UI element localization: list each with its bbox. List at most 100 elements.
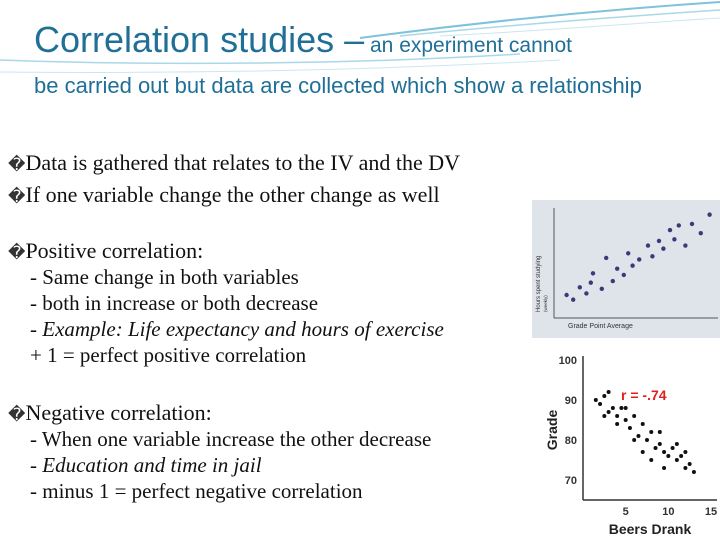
title-main: Correlation studies – bbox=[34, 19, 365, 60]
chart2-point-33 bbox=[662, 466, 667, 470]
chart2-point-14 bbox=[653, 446, 658, 450]
chart2-point-24 bbox=[632, 438, 637, 442]
positive-example: - Example: Life expectancy and hours of … bbox=[30, 317, 444, 341]
chart2-point-27 bbox=[657, 430, 662, 434]
chart2-point-28 bbox=[623, 406, 628, 410]
positive-line-1: - Same change in both variables bbox=[30, 265, 299, 289]
chart2-point-25 bbox=[640, 450, 645, 454]
chart1-point-22 bbox=[689, 221, 695, 227]
chart1-y-label: Hours spent studying bbox=[536, 256, 542, 312]
chart1-point-18 bbox=[667, 227, 673, 233]
chart1-point-15 bbox=[650, 254, 655, 259]
bullet-marker: � bbox=[8, 405, 26, 425]
title-tail: an experiment cannot bbox=[364, 34, 572, 57]
chart2-x-tick-2: 15 bbox=[705, 506, 717, 518]
chart2-point-30 bbox=[674, 442, 679, 446]
title-swoosh-decoration bbox=[0, 1, 720, 73]
chart2-point-17 bbox=[666, 454, 671, 458]
positive-line-2: - both in increase or both decrease bbox=[30, 291, 319, 315]
chart2-point-6 bbox=[619, 406, 624, 410]
chart2-point-2 bbox=[602, 394, 607, 398]
negative-example: - Education and time in jail bbox=[30, 453, 262, 477]
chart2-point-11 bbox=[640, 422, 645, 426]
chart2-point-9 bbox=[632, 414, 637, 418]
negative-line-1: - When one variable increase the other d… bbox=[30, 427, 432, 451]
chart2-y-label: Grade bbox=[544, 410, 560, 451]
chart1-background bbox=[532, 200, 720, 338]
chart2-x-tick-0: 5 bbox=[623, 506, 629, 518]
chart2-x-tick-1: 10 bbox=[662, 506, 674, 518]
bullet-marker: � bbox=[8, 155, 26, 175]
chart1-point-19 bbox=[672, 237, 677, 242]
chart1-x-label: Grade Point Average bbox=[568, 323, 633, 330]
chart1-point-2 bbox=[577, 285, 582, 290]
chart2-point-34 bbox=[602, 414, 607, 418]
chart1-point-5 bbox=[590, 271, 596, 276]
chart1-point-12 bbox=[630, 263, 635, 268]
bullet-text: Negative correlation: bbox=[25, 400, 212, 425]
bullet-text: Positive correlation: bbox=[25, 238, 204, 263]
chart1-point-9 bbox=[615, 266, 620, 271]
chart2-point-19 bbox=[674, 458, 679, 462]
chart2-point-3 bbox=[606, 410, 611, 414]
chart2-point-0 bbox=[593, 398, 598, 402]
chart2-point-15 bbox=[657, 442, 662, 446]
chart2-point-12 bbox=[645, 438, 649, 442]
chart2-background bbox=[535, 350, 720, 540]
chart1-point-23 bbox=[698, 230, 703, 236]
chart1-point-4 bbox=[588, 280, 593, 285]
chart1-point-8 bbox=[610, 278, 615, 284]
chart2-y-tick-1: 90 bbox=[565, 395, 577, 407]
chart2-point-32 bbox=[615, 422, 620, 426]
chart1-point-13 bbox=[637, 257, 642, 262]
chart2-point-1 bbox=[598, 402, 603, 406]
chart1-point-24 bbox=[707, 212, 712, 217]
chart2-point-23 bbox=[691, 470, 696, 474]
chart1-point-0 bbox=[564, 292, 569, 298]
chart2-point-22 bbox=[687, 462, 692, 466]
chart2-y-tick-0: 100 bbox=[559, 355, 577, 367]
chart2-point-26 bbox=[649, 458, 654, 462]
chart2-point-31 bbox=[683, 450, 688, 454]
chart1-y-sublabel: (weekly) bbox=[543, 295, 548, 312]
bullet-negative-heading: �Negative correlation: bbox=[8, 400, 212, 428]
chart2-point-21 bbox=[683, 466, 688, 470]
bullet-marker: � bbox=[8, 243, 26, 263]
chart2-point-5 bbox=[615, 414, 620, 418]
bullet-marker: � bbox=[8, 187, 26, 207]
chart2-point-20 bbox=[679, 454, 684, 458]
chart1-point-21 bbox=[683, 243, 688, 248]
chart2-point-18 bbox=[670, 446, 675, 450]
bullet-variable-change: �If one variable change the other change… bbox=[8, 182, 440, 210]
negative-perfect: - minus 1 = perfect negative correlation bbox=[30, 479, 363, 503]
chart2-r-annotation: r = -.74 bbox=[621, 387, 667, 403]
chart1-point-11 bbox=[626, 251, 631, 256]
bullet-text: If one variable change the other change … bbox=[25, 182, 440, 207]
chart2-y-tick-2: 80 bbox=[565, 435, 577, 447]
chart2-point-10 bbox=[636, 434, 641, 438]
positive-correlation-chart: Hours spent studying (weekly) Grade Poin… bbox=[532, 200, 720, 338]
chart1-point-16 bbox=[656, 238, 662, 244]
chart2-point-7 bbox=[623, 418, 628, 422]
chart2-point-13 bbox=[649, 430, 654, 434]
chart2-x-label: Beers Drank bbox=[609, 521, 692, 537]
chart1-point-1 bbox=[571, 297, 576, 302]
chart2-point-4 bbox=[610, 406, 615, 410]
chart1-point-10 bbox=[621, 272, 626, 278]
bullet-text: Data is gathered that relates to the IV … bbox=[25, 150, 460, 175]
title-line2: be carried out but data are collected wh… bbox=[34, 73, 642, 99]
slide-title: Correlation studies – an experiment cann… bbox=[34, 18, 714, 103]
chart2-point-29 bbox=[606, 390, 611, 394]
negative-correlation-chart: Grade Beers Drank r = -.74 100 90 80 70 5 10 1… bbox=[535, 350, 720, 540]
chart2-point-16 bbox=[662, 450, 667, 454]
chart2-point-8 bbox=[627, 426, 632, 430]
positive-perfect: + 1 = perfect positive correlation bbox=[30, 343, 307, 367]
chart1-point-6 bbox=[599, 286, 604, 292]
chart1-point-17 bbox=[661, 246, 666, 251]
chart1-point-20 bbox=[676, 223, 681, 228]
chart2-y-tick-3: 70 bbox=[565, 475, 577, 487]
chart1-point-3 bbox=[584, 291, 589, 296]
bullet-positive-heading: �Positive correlation: bbox=[8, 238, 203, 266]
bullet-data-gathered: �Data is gathered that relates to the IV… bbox=[8, 150, 460, 178]
chart1-point-7 bbox=[604, 255, 609, 261]
